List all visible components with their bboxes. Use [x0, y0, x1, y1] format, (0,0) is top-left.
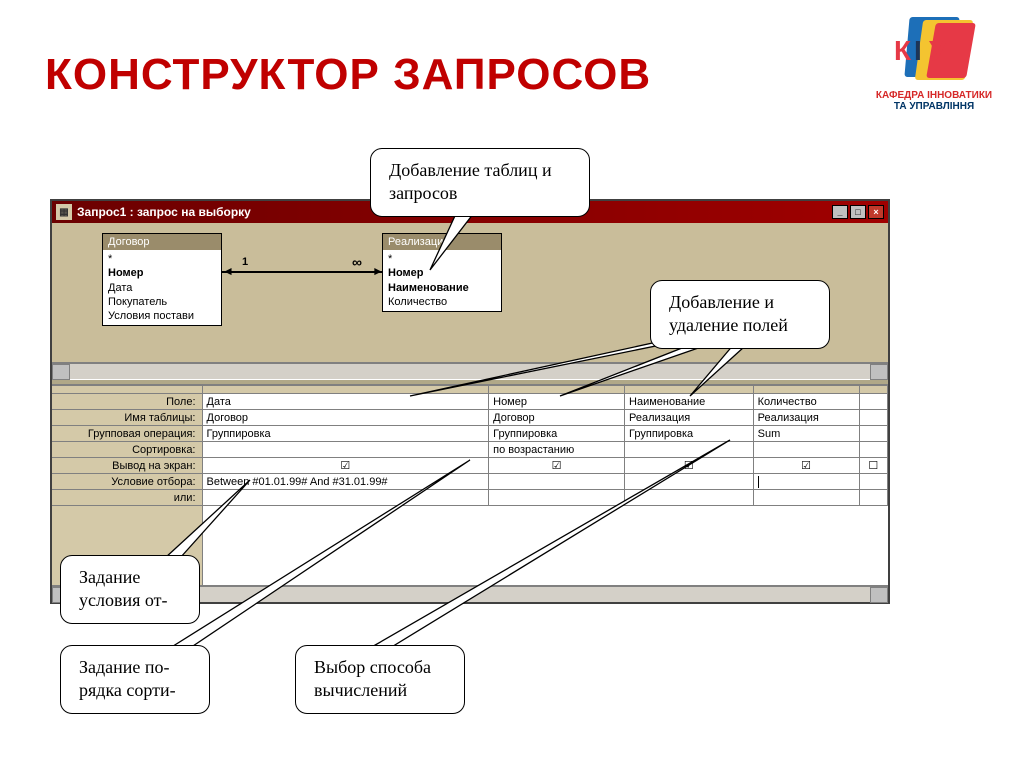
show-checkbox[interactable]: ☑	[753, 458, 859, 474]
row-label-table: Имя таблицы:	[52, 410, 202, 426]
logo-letter-i: І	[914, 35, 922, 67]
show-checkbox[interactable]: ☐	[859, 458, 888, 474]
grid-cell[interactable]	[489, 474, 625, 490]
grid-cell[interactable]	[625, 474, 754, 490]
grid-cell[interactable]: по возрастанию	[489, 442, 625, 458]
grid-cell[interactable]: Количество	[753, 394, 859, 410]
logo: К І У КАФЕДРА ІННОВАТИКИ ТА УПРАВЛІННЯ	[874, 15, 994, 112]
column-selector[interactable]	[202, 386, 489, 394]
relationship-line[interactable]	[222, 271, 382, 273]
rel-endpoint-left: ◄	[222, 264, 234, 278]
grid-cell[interactable]: Between #01.01.99# And #31.01.99#	[202, 474, 489, 490]
field-item[interactable]: *	[108, 252, 216, 266]
grid-cell[interactable]: Договор	[489, 410, 625, 426]
logo-letter-k: К	[894, 35, 911, 67]
maximize-button[interactable]: □	[850, 205, 866, 219]
field-item[interactable]: Наименование	[388, 281, 496, 295]
upper-hscroll[interactable]	[52, 363, 888, 379]
grid-cell[interactable]: Реализация	[625, 410, 754, 426]
minimize-button[interactable]: _	[832, 205, 848, 219]
grid-blank[interactable]	[202, 506, 888, 586]
table-dogovor[interactable]: Договор * Номер Дата Покупатель Условия …	[102, 233, 222, 326]
query-window: ▦ Запрос1 : запрос на выборку _ □ × Дого…	[50, 199, 890, 604]
show-checkbox[interactable]: ☑	[489, 458, 625, 474]
grid-cell[interactable]: Sum	[753, 426, 859, 442]
grid-cell[interactable]	[202, 442, 489, 458]
grid-cell[interactable]: Дата	[202, 394, 489, 410]
callout-add-fields: Добавление и удаление полей	[650, 280, 830, 349]
slide-title: КОНСТРУКТОР ЗАПРОСОВ	[45, 50, 651, 100]
field-item[interactable]: Покупатель	[108, 295, 216, 309]
grid-cell[interactable]	[753, 490, 859, 506]
table-realizacia[interactable]: Реализация * Номер Наименование Количест…	[382, 233, 502, 312]
callout-criteria: Задание условия от-	[60, 555, 200, 624]
row-label-or: или:	[52, 490, 202, 506]
grid-cell[interactable]	[859, 410, 888, 426]
grid-cell[interactable]	[625, 442, 754, 458]
grid-cell[interactable]	[202, 490, 489, 506]
row-label-criteria: Условие отбора:	[52, 474, 202, 490]
callout-sort: Задание по-рядка сорти-	[60, 645, 210, 714]
column-selector[interactable]	[489, 386, 625, 394]
text-cursor	[758, 476, 759, 488]
rel-endpoint-right: ►	[372, 264, 384, 278]
field-item[interactable]: Номер	[108, 266, 216, 280]
grid-cell[interactable]	[625, 490, 754, 506]
row-label-sort: Сортировка:	[52, 442, 202, 458]
field-item[interactable]: Дата	[108, 281, 216, 295]
show-checkbox[interactable]: ☑	[625, 458, 754, 474]
grid-cell[interactable]: Реализация	[753, 410, 859, 426]
column-selector[interactable]	[859, 386, 888, 394]
grid-cell[interactable]	[489, 490, 625, 506]
grid-cell[interactable]	[753, 474, 859, 490]
grid-cell[interactable]: Договор	[202, 410, 489, 426]
row-label-show: Вывод на экран:	[52, 458, 202, 474]
grid-cell[interactable]	[859, 426, 888, 442]
field-item[interactable]: Количество	[388, 295, 496, 309]
logo-text-1: КАФЕДРА ІННОВАТИКИ	[874, 90, 994, 101]
close-button[interactable]: ×	[868, 205, 884, 219]
field-item[interactable]: Условия постави	[108, 309, 216, 323]
table-title: Договор	[103, 234, 221, 250]
logo-text-2: ТА УПРАВЛІННЯ	[874, 101, 994, 112]
grid-cell[interactable]: Группировка	[625, 426, 754, 442]
rel-cardinality-inf: ∞	[352, 254, 362, 270]
show-checkbox[interactable]: ☑	[202, 458, 489, 474]
grid-cell[interactable]	[859, 442, 888, 458]
column-selector[interactable]	[753, 386, 859, 394]
grid-cell[interactable]	[753, 442, 859, 458]
column-selector[interactable]	[625, 386, 754, 394]
grid-cell[interactable]: Номер	[489, 394, 625, 410]
row-label-field: Поле:	[52, 394, 202, 410]
grid-cell[interactable]	[859, 490, 888, 506]
grid-cell[interactable]	[859, 394, 888, 410]
rel-cardinality-1: 1	[242, 256, 248, 268]
field-item[interactable]: Номер	[388, 266, 496, 280]
field-item[interactable]: *	[388, 252, 496, 266]
grid-cell[interactable]: Наименование	[625, 394, 754, 410]
callout-add-tables: Добавление таблиц и запросов	[370, 148, 590, 217]
row-label-group: Групповая операция:	[52, 426, 202, 442]
grid-cell[interactable]: Группировка	[489, 426, 625, 442]
table-title: Реализация	[383, 234, 501, 250]
window-title: Запрос1 : запрос на выборку	[77, 205, 251, 219]
grid-cell[interactable]	[859, 474, 888, 490]
callout-calc: Выбор способа вычислений	[295, 645, 465, 714]
logo-letter-u: У	[929, 35, 946, 67]
window-icon: ▦	[56, 204, 72, 220]
grid-cell[interactable]: Группировка	[202, 426, 489, 442]
